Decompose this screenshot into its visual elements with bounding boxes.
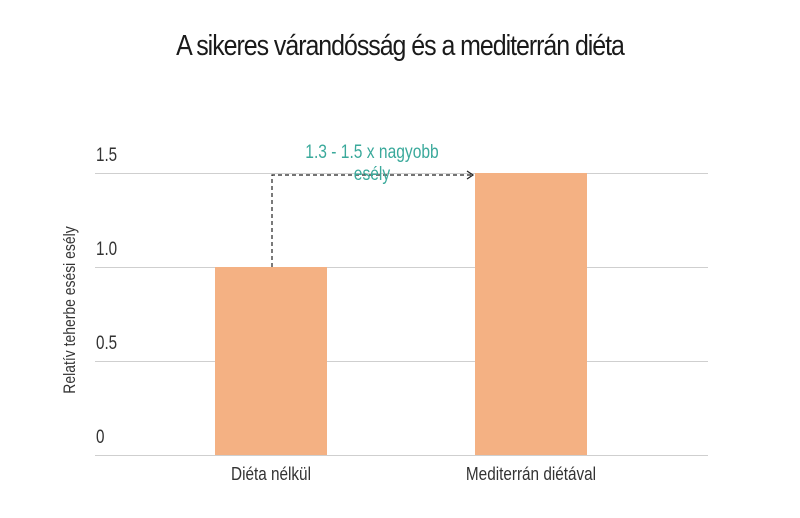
x-label-dieta-nelkul: Diéta nélkül bbox=[231, 464, 311, 484]
y-tick-1-0: 1.0 bbox=[96, 239, 118, 260]
gridline-0-5 bbox=[95, 361, 708, 362]
gridline-1-0 bbox=[95, 267, 708, 268]
x-axis-baseline bbox=[95, 455, 708, 456]
bar-mediterran-dietaval bbox=[475, 173, 587, 455]
y-tick-1-5: 1.5 bbox=[96, 145, 118, 166]
gridline-1-5 bbox=[95, 173, 708, 174]
y-tick-0: 0 bbox=[96, 427, 105, 448]
chart-title: A sikeres várandósság és a mediterrán di… bbox=[176, 30, 625, 62]
bar-dieta-nelkul bbox=[215, 267, 327, 455]
annotation-text: 1.3 - 1.5 x nagyobb esély bbox=[305, 142, 439, 185]
x-label-mediterran-dietaval: Mediterrán diétával bbox=[465, 464, 597, 484]
y-tick-0-5: 0.5 bbox=[96, 333, 118, 354]
